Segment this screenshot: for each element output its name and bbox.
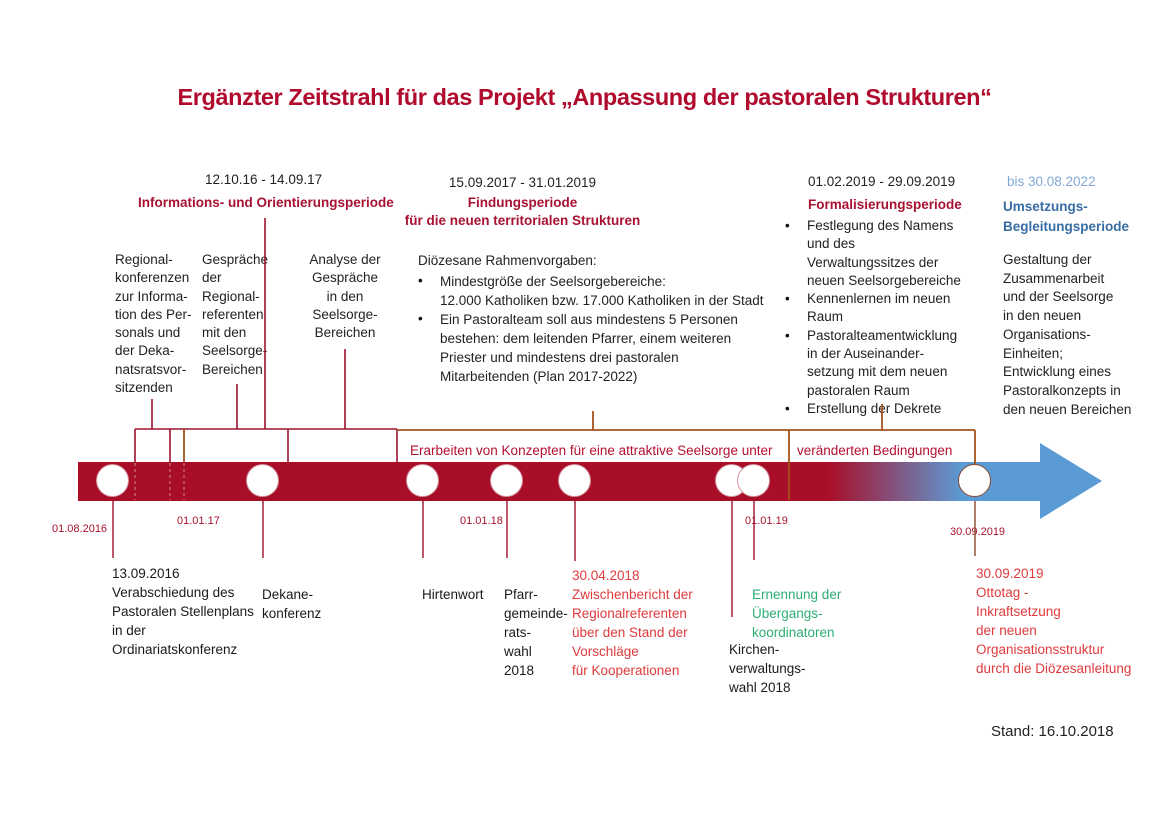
milestone-dot-8 [958, 464, 991, 497]
period-3-dates: 01.02.2019 - 29.09.2019 [808, 174, 956, 189]
timeline-arrowhead [1040, 443, 1102, 519]
event-uebergangskoordinatoren: Ernennung der Übergangs- koordinatoren [752, 587, 842, 640]
period-2-subname: für die neuen territorialen Strukturen [404, 213, 641, 228]
activity-gespraeche-regionalreferenten: Gespräche der Regional- referenten mit d… [202, 252, 269, 377]
activity-regionalkonferenzen: Regional- konferenzen zur Informa- tion … [115, 252, 192, 396]
event-hirtenwort: Hirtenwort [422, 587, 484, 602]
page-title: Ergänzter Zeitstrahl für das Projekt „An… [177, 84, 992, 110]
event-stellenplan: 13.09.2016 Verabschiedung des Pastoralen… [112, 566, 254, 657]
event-kirchenverwaltungswahl: Kirchen- verwaltungs- wahl 2018 [729, 642, 806, 695]
activity-analyse-gespraeche: Analyse der Gespräche in den Seelsorge- … [309, 252, 381, 341]
bullet-icon: • [785, 327, 790, 343]
brown-bracket [183, 404, 976, 500]
period-3-name: Formalisierungsperiode [808, 197, 962, 212]
event-connectors [112, 501, 755, 617]
axis-date-01-01-17: 01.01.17 [177, 515, 220, 527]
milestone-dot-5 [558, 464, 591, 497]
bullet-icon: • [785, 291, 790, 307]
stand-label: Stand: 16.10.2018 [991, 723, 1114, 740]
formalisierung-item-3: Pastoralteamentwicklung in der Auseinand… [807, 327, 958, 398]
umsetzung-text-green: Entwicklung eines Pastoralkonzepts in de… [1003, 364, 1132, 417]
event-zwischenbericht: 30.04.2018 Zwischenbericht der Regionalr… [572, 568, 693, 678]
period-4-name: Umsetzungs- Begleitungsperiode [1003, 199, 1130, 234]
framework-block: Diözesane Rahmenvorgaben: • Mindestgröße… [418, 251, 788, 386]
axis-date-01-08-2016: 01.08.2016 [52, 523, 108, 535]
bullet-icon: • [418, 273, 423, 288]
milestone-dot-2 [246, 464, 279, 497]
axis-date-01-01-19: 01.01.19 [745, 515, 788, 527]
formalisierung-list: • Festlegung des Namens und des Verwaltu… [785, 217, 990, 418]
milestone-dot-7 [737, 464, 770, 497]
banner-text-left: Erarbeiten von Konzepten für eine attrak… [410, 443, 773, 458]
milestone-dot-3 [406, 464, 439, 497]
milestone-dot-4 [490, 464, 523, 497]
event-ottotag: 30.09.2019 Ottotag - Inkraftsetzung der … [976, 566, 1132, 676]
framework-heading: Diözesane Rahmenvorgaben: [418, 253, 597, 268]
period-2-header: 15.09.2017 - 31.01.2019 Findungsperiode … [400, 175, 645, 228]
red-bracket [134, 218, 398, 462]
dashed-band-ticks [134, 463, 185, 500]
banner-text-right: veränderten Bedingungen [797, 443, 953, 458]
bullet-icon: • [418, 311, 423, 326]
formalisierung-item-2: Kennenlernen im neuen Raum [807, 291, 951, 325]
period-1-dates: 12.10.16 - 14.09.17 [205, 172, 323, 187]
event-pfarrgemeinderatswahl: Pfarr- gemeinde- rats- wahl 2018 [504, 587, 568, 678]
framework-bullet-2: Ein Pastoralteam soll aus mindestens 5 P… [440, 312, 738, 384]
milestone-dot-1 [96, 464, 129, 497]
period-2-dates: 15.09.2017 - 31.01.2019 [448, 175, 597, 190]
formalisierung-item-1: Festlegung des Namens und des Verwaltung… [807, 218, 961, 288]
umsetzung-block: Gestaltung der Zusammenarbeit und der Se… [1003, 251, 1148, 419]
period-2-name: Findungsperiode [467, 195, 578, 210]
axis-date-30-09-2019: 30.09.2019 [950, 526, 1006, 538]
umsetzung-text-black: Gestaltung der Zusammenarbeit und der Se… [1003, 252, 1114, 361]
period-1-name: Informations- und Orientierungsperiode [138, 195, 394, 210]
bullet-icon: • [785, 218, 790, 233]
framework-bullet-1: Mindestgröße der Seelsorgebereiche: 12.0… [440, 274, 764, 308]
axis-date-01-01-18: 01.01.18 [460, 515, 503, 527]
bullet-icon: • [785, 400, 790, 416]
formalisierung-item-4: Erstellung der Dekrete [807, 400, 942, 416]
event-dekanekonferenz: Dekane- konferenz [262, 587, 322, 621]
period-4-dates: bis 30.08.2022 [1007, 174, 1096, 189]
